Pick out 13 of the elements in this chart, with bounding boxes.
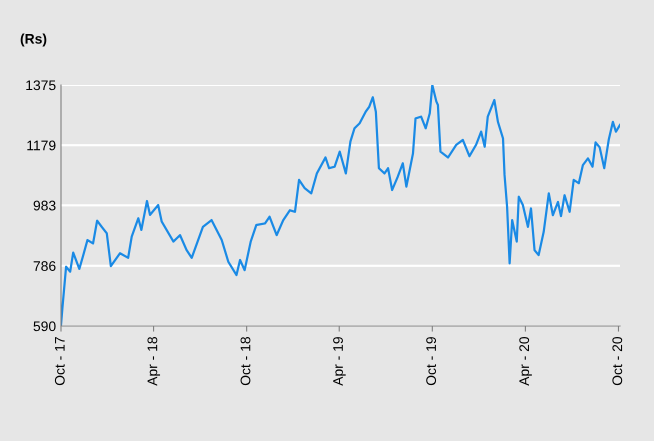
x-tick-label: Oct - 20 (612, 336, 622, 386)
y-tick-label: 1179 (27, 140, 56, 150)
y-axis-title: (Rs) (20, 34, 46, 46)
y-tick-label: 590 (34, 321, 56, 332)
x-tick-label: Apr - 19 (333, 337, 346, 386)
y-tick-label: 983 (34, 200, 56, 211)
x-tick-label: Oct - 19 (426, 337, 436, 386)
x-tick-label: Oct - 18 (240, 337, 250, 386)
x-tick-label: Oct - 17 (54, 337, 65, 386)
y-tick-label: 786 (34, 261, 56, 271)
x-tick-label: Apr - 20 (519, 336, 532, 386)
y-tick-label: 1375 (26, 80, 56, 90)
x-tick-label: Apr - 18 (147, 337, 160, 386)
